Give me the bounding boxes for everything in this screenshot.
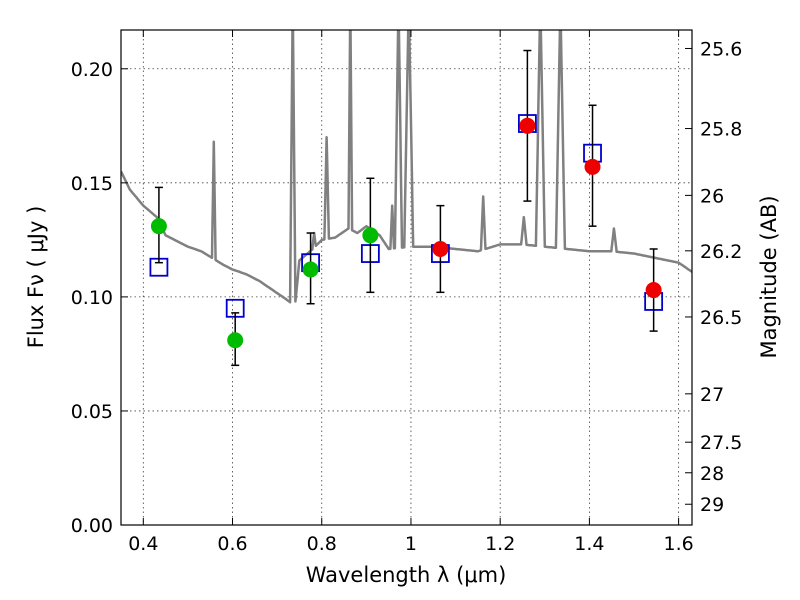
axes: 0.4 0.6 0.8 1 1.2 1.4 1.6 0.00 0.05 0.10 0.15 0.20 2… xyxy=(71,30,742,555)
plot-frame xyxy=(120,29,693,526)
y2-tick-label: 28 xyxy=(700,463,724,485)
x-tick-label: 1.4 xyxy=(574,533,604,555)
observed-flux-point xyxy=(519,117,536,134)
x-tick-label: 1.2 xyxy=(485,533,515,555)
y2-tick-label: 27.5 xyxy=(700,432,742,454)
y2-tick-label: 25.6 xyxy=(700,38,742,60)
observed-flux-point xyxy=(432,240,449,257)
x-tick-label: 0.8 xyxy=(307,533,337,555)
y2-tick-label: 29 xyxy=(700,494,724,516)
y-tick-label: 0.00 xyxy=(71,515,113,537)
observed-flux-point xyxy=(150,218,167,235)
y-tick-label: 0.05 xyxy=(71,401,113,423)
observed-flux-point xyxy=(362,227,379,244)
y-tick-label: 0.10 xyxy=(71,287,113,309)
y2-tick-label: 27 xyxy=(700,384,724,406)
y-tick-label: 0.20 xyxy=(71,59,113,81)
x-tick-label: 1 xyxy=(405,533,417,555)
y-tick-label: 0.15 xyxy=(71,173,113,195)
y2-tick-label: 26 xyxy=(700,185,724,207)
x-tick-label: 1.6 xyxy=(664,533,694,555)
x-tick-label: 0.6 xyxy=(217,533,247,555)
observed-flux-point xyxy=(584,158,601,175)
y-axis-title: Flux Fν ( μJy ) xyxy=(24,206,48,349)
x-tick-label: 0.4 xyxy=(128,533,158,555)
y2-tick-label: 26.5 xyxy=(700,307,742,329)
y2-axis-title: Magnitude (AB) xyxy=(757,195,781,358)
y2-tick-label: 26.2 xyxy=(700,241,742,263)
observed-flux-point xyxy=(302,261,319,278)
observed-flux-point xyxy=(645,282,662,299)
x-axis-title: Wavelength λ (μm) xyxy=(306,563,507,587)
y2-tick-label: 25.8 xyxy=(700,119,742,141)
observed-flux-point xyxy=(227,332,244,349)
model-spectrum-line xyxy=(121,30,692,304)
plot-area xyxy=(121,30,692,367)
